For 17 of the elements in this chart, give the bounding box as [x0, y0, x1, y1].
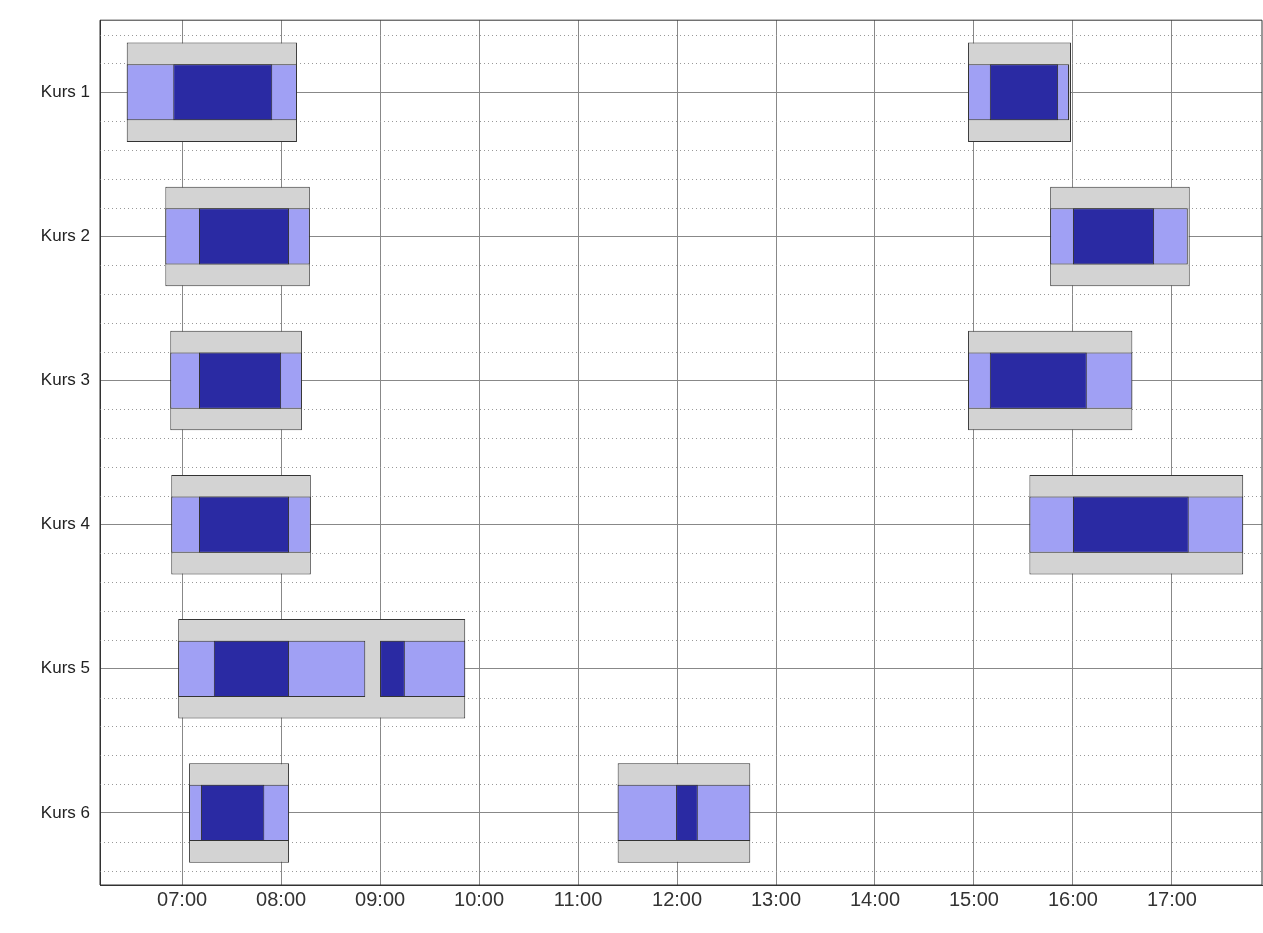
x-tick-label: 11:00 [553, 887, 603, 910]
y-tick-label: Kurs 1 [40, 81, 90, 101]
x-tick-label: 08:00 [256, 887, 307, 910]
x-tick-label: 07:00 [157, 887, 208, 910]
x-tick-label: 09:00 [355, 887, 406, 910]
x-tick-label: 14:00 [849, 887, 901, 910]
x-tick-label: 16:00 [1047, 887, 1098, 910]
x-tick-label: 15:00 [948, 887, 1000, 910]
y-tick-label: Kurs 4 [40, 514, 90, 534]
x-tick-label: 12:00 [652, 887, 703, 910]
y-tick-label: Kurs 6 [40, 802, 90, 822]
x-tick-label: 13:00 [750, 887, 802, 910]
y-tick-label: Kurs 2 [40, 226, 90, 246]
y-tick-label: Kurs 3 [40, 370, 90, 390]
x-tick-label: 17:00 [1146, 887, 1197, 910]
y-tick-label: Kurs 5 [40, 658, 90, 678]
x-tick-label: 10:00 [454, 887, 505, 910]
